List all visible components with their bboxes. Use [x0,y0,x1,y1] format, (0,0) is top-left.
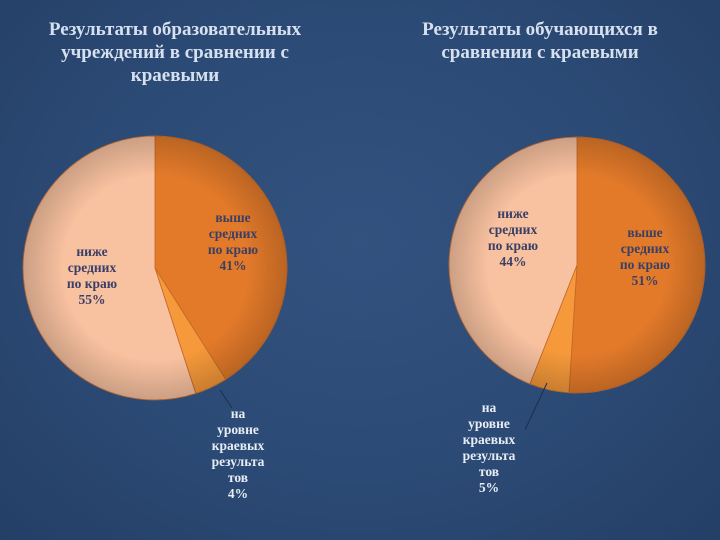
pie0-label-below: ниже средних по краю 55% [67,244,117,307]
pie1-label-level: на уровне краевых результа тов 5% [463,400,516,495]
right-pie: выше средних по краю 51% на уровне краевых резу… [448,136,706,495]
pie0-leader-line [219,389,233,409]
pie0-label-level: на уровне краевых результа тов 4% [212,406,265,501]
pie1-leader-line [524,382,548,431]
pie1-label-below: ниже средних по краю 44% [488,206,538,269]
right-chart-title: Результаты обучающихся в сравнении с кра… [422,19,658,63]
pie0-label-above: выше средних по краю 41% [208,210,258,273]
left-pie: выше средних по краю 41% на уровне краевых резу… [22,135,288,501]
left-chart-title: Результаты образовательных учреждений в … [48,19,302,86]
pie1-label-above: выше средних по краю 51% [620,225,670,288]
